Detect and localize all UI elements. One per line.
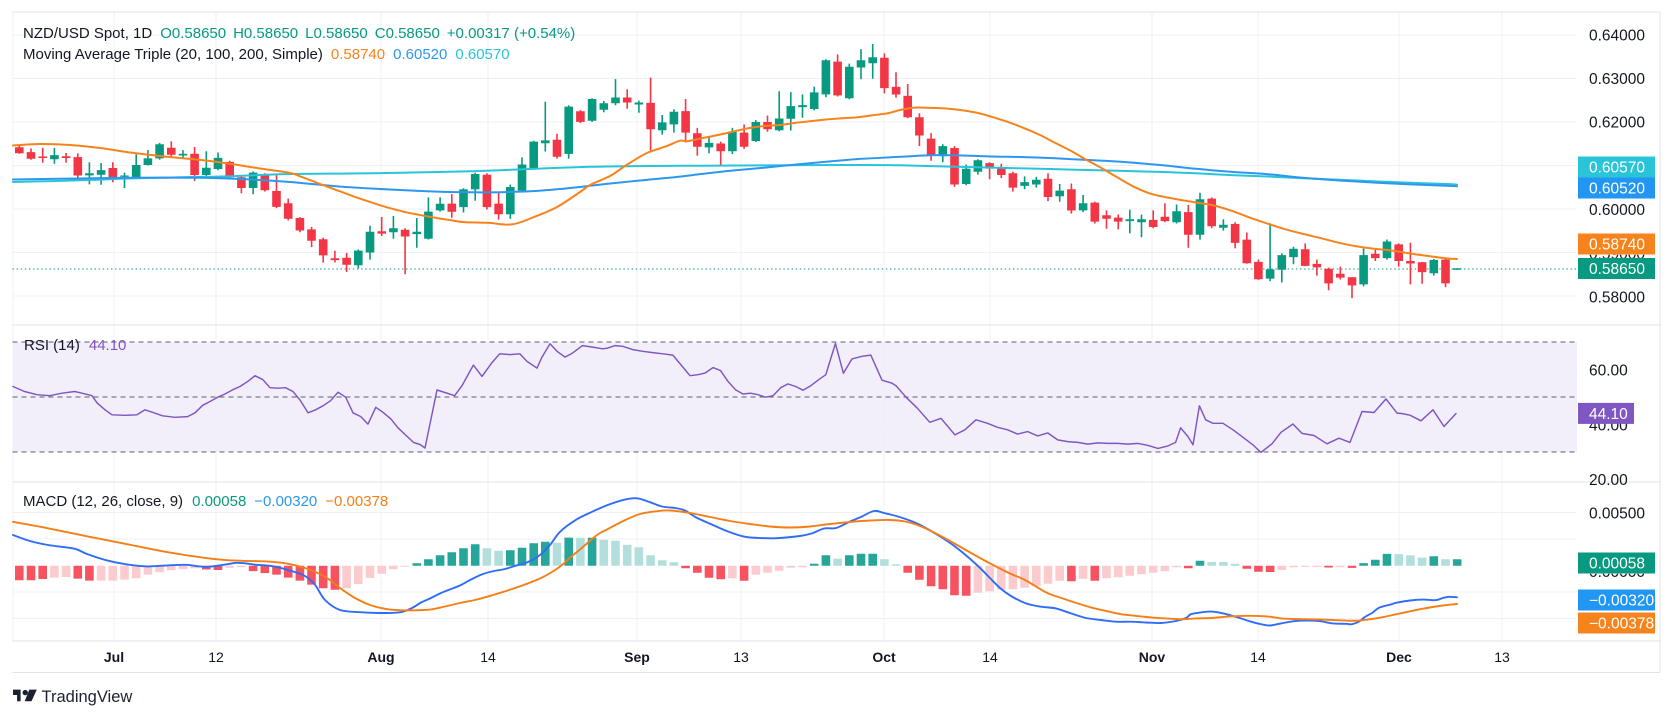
svg-text:0.00500: 0.00500 bbox=[1589, 506, 1645, 523]
svg-text:0.63000: 0.63000 bbox=[1589, 71, 1645, 88]
svg-text:MACD (12, 26, close, 9)0.00058: MACD (12, 26, close, 9) 0.00058 −0.00320 −0… bbox=[23, 493, 388, 510]
svg-text:Nov: Nov bbox=[1139, 649, 1166, 665]
svg-text:Sep: Sep bbox=[624, 649, 650, 665]
svg-text:0.58740: 0.58740 bbox=[1589, 237, 1645, 254]
svg-text:0.00058: 0.00058 bbox=[1589, 556, 1645, 573]
svg-text:14: 14 bbox=[982, 649, 998, 665]
svg-text:−0.00320: −0.00320 bbox=[1589, 593, 1654, 610]
svg-text:Dec: Dec bbox=[1386, 649, 1412, 665]
svg-text:Oct: Oct bbox=[872, 649, 896, 665]
svg-text:0.58000: 0.58000 bbox=[1589, 290, 1645, 307]
svg-text:60.00: 60.00 bbox=[1589, 363, 1628, 380]
svg-text:0.59000: 0.59000 bbox=[1589, 246, 1645, 263]
svg-text:0.60570: 0.60570 bbox=[1589, 160, 1645, 177]
svg-text:44.10: 44.10 bbox=[1589, 406, 1628, 423]
svg-text:Moving Average Triple (20, 100: Moving Average Triple (20, 100, 200, Sim… bbox=[23, 46, 510, 63]
svg-text:13: 13 bbox=[733, 649, 749, 665]
svg-text:0.64000: 0.64000 bbox=[1589, 28, 1645, 45]
svg-text:20.00: 20.00 bbox=[1589, 472, 1628, 489]
svg-text:TradingView: TradingView bbox=[42, 688, 133, 706]
svg-text:12: 12 bbox=[208, 649, 224, 665]
svg-text:Jul: Jul bbox=[104, 649, 124, 665]
svg-text:0.62000: 0.62000 bbox=[1589, 115, 1645, 132]
svg-text:14: 14 bbox=[480, 649, 496, 665]
svg-text:14: 14 bbox=[1250, 649, 1266, 665]
svg-text:RSI (14)44.10: RSI (14) 44.10 bbox=[24, 337, 126, 354]
svg-text:0.58650: 0.58650 bbox=[1589, 261, 1645, 278]
svg-text:0.60520: 0.60520 bbox=[1589, 181, 1645, 198]
svg-text:13: 13 bbox=[1494, 649, 1510, 665]
svg-text:−0.00378: −0.00378 bbox=[1589, 616, 1654, 633]
svg-text:Aug: Aug bbox=[367, 649, 394, 665]
svg-text:0.60000: 0.60000 bbox=[1589, 202, 1645, 219]
